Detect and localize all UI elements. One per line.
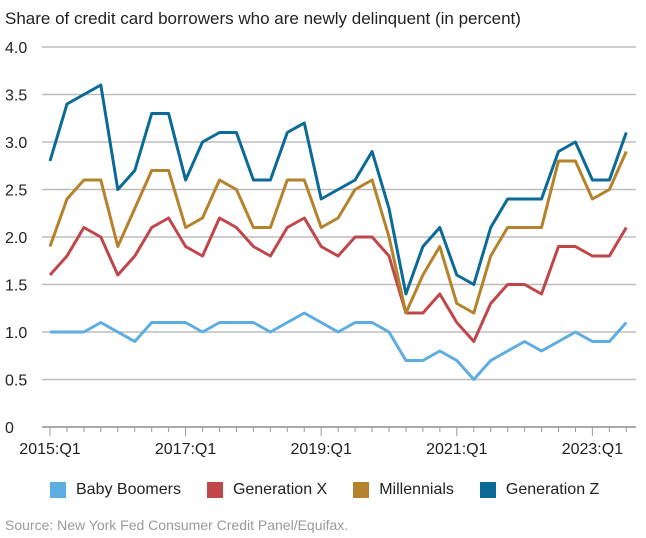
y-axis-ticks: 0 0.5 1.0 1.5 2.0 2.5 3.0 3.5 4.0 xyxy=(5,40,27,437)
chart-title: Share of credit card borrowers who are n… xyxy=(5,9,521,28)
series-line-millennials xyxy=(48,150,628,315)
legend-item-millennials: Millennials xyxy=(353,481,454,499)
x-tick-label: 2017:Q1 xyxy=(155,441,216,458)
y-tick-label: 3.0 xyxy=(5,135,27,152)
x-tick-label: 2021:Q1 xyxy=(426,441,487,458)
legend-label: Generation X xyxy=(232,481,328,498)
legend-item-baby-boomers: Baby Boomers xyxy=(50,481,181,499)
series-line-baby-boomers xyxy=(50,311,628,381)
y-tick-label: 3.5 xyxy=(5,88,27,105)
legend-label: Baby Boomers xyxy=(76,481,181,498)
series-line-generation-z xyxy=(48,83,628,296)
legend-swatch xyxy=(50,482,66,498)
y-tick-label: 1.5 xyxy=(5,278,27,295)
y-tick-label: 2.0 xyxy=(5,230,27,247)
x-tick-label: 2019:Q1 xyxy=(291,441,352,458)
series-lines xyxy=(48,83,628,381)
y-tick-label: 0 xyxy=(5,420,14,437)
y-tick-label: 2.5 xyxy=(5,183,27,200)
y-tick-label: 1.0 xyxy=(5,325,27,342)
legend-label: Millennials xyxy=(379,481,454,498)
line-chart: 0 0.5 1.0 1.5 2.0 2.5 3.0 3.5 4.0 2015:Q1 2017:Q1… xyxy=(5,40,636,458)
series-line-generation-x xyxy=(48,216,628,343)
legend: Baby Boomers Generation X Millennials Ge… xyxy=(50,481,599,499)
legend-item-generation-x: Generation X xyxy=(206,481,328,499)
legend-swatch xyxy=(206,482,223,498)
y-tick-label: 4.0 xyxy=(5,40,27,57)
source-note: Source: New York Fed Consumer Credit Pan… xyxy=(5,517,349,533)
legend-swatch xyxy=(353,482,370,498)
x-tick-label: 2023:Q1 xyxy=(562,441,623,458)
gridlines xyxy=(42,46,636,428)
x-axis: 2015:Q1 2017:Q1 2019:Q1 2021:Q1 2023:Q1 xyxy=(19,426,636,458)
legend-label: Generation Z xyxy=(505,481,600,498)
y-tick-label: 0.5 xyxy=(5,373,27,390)
legend-item-generation-z: Generation Z xyxy=(479,481,600,499)
x-tick-label: 2015:Q1 xyxy=(19,441,80,458)
legend-swatch xyxy=(479,482,496,498)
